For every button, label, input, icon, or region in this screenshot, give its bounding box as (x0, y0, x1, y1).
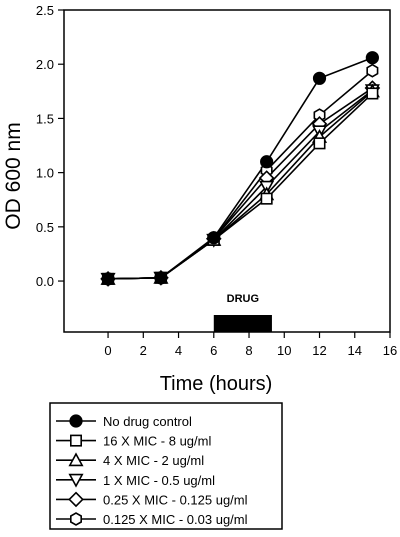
y-tick-label: 2.0 (36, 57, 54, 72)
legend-box (49, 402, 283, 530)
legend-label: 0.125 X MIC - 0.03 ug/ml (103, 512, 248, 527)
legend-marker (70, 434, 83, 447)
x-tick-label: 12 (312, 343, 326, 358)
legend-marker (68, 452, 84, 467)
x-tick-label: 14 (348, 343, 362, 358)
drug-annotation: DRUG (213, 293, 272, 332)
legend-marker (68, 491, 84, 508)
x-tick-label: 10 (277, 343, 291, 358)
legend-label: 4 X MIC - 2 ug/ml (103, 453, 204, 468)
plot-frame (63, 9, 391, 333)
drug-bar (213, 315, 272, 332)
y-tick-label: 1.5 (36, 111, 54, 126)
data-point (260, 155, 274, 169)
y-tick-label: 2.5 (36, 3, 54, 18)
x-axis-label: Time (hours) (160, 373, 273, 395)
legend-marker (68, 473, 84, 488)
series-line (108, 56, 373, 280)
x-tick-label: 0 (104, 343, 111, 358)
series-line (108, 89, 373, 280)
data-point (101, 272, 115, 286)
series-line (108, 70, 373, 280)
data-point (366, 63, 379, 78)
y-axis-label: OD 600 nm (2, 122, 25, 229)
legend-label: No drug control (103, 414, 192, 429)
series-line (108, 87, 373, 280)
x-tick-label: 6 (210, 343, 217, 358)
data-point (365, 51, 379, 65)
data-point (260, 192, 273, 205)
x-tick-label: 16 (383, 343, 397, 358)
data-point (366, 87, 379, 100)
series-line (108, 90, 373, 280)
series-lines (108, 56, 373, 280)
data-point (313, 137, 326, 150)
y-tick-label: 0.0 (36, 274, 54, 289)
axes: 0.0 0.5 1.0 1.5 2.0 2.5 0 2 4 6 8 10 12 14 16 (36, 3, 397, 358)
legend-label: 1 X MIC - 0.5 ug/ml (103, 473, 215, 488)
legend-label: 0.25 X MIC - 0.125 ug/ml (103, 492, 248, 507)
x-tick-label: 2 (140, 343, 147, 358)
data-point (312, 71, 327, 85)
legend-marker (69, 414, 83, 428)
y-tick-label: 0.5 (36, 220, 54, 235)
legend-marker (70, 512, 82, 526)
x-tick-label: 8 (245, 343, 252, 358)
data-point (207, 231, 221, 245)
x-tick-label: 4 (175, 343, 182, 358)
drug-label: DRUG (227, 293, 259, 305)
legend: No drug control 16 X MIC - 8 ug/ml 4 X MIC… (49, 402, 283, 530)
y-tick-label: 1.0 (36, 166, 54, 181)
data-point (154, 271, 168, 285)
legend-label: 16 X MIC - 8 ug/ml (103, 434, 211, 449)
series-markers (100, 51, 381, 287)
